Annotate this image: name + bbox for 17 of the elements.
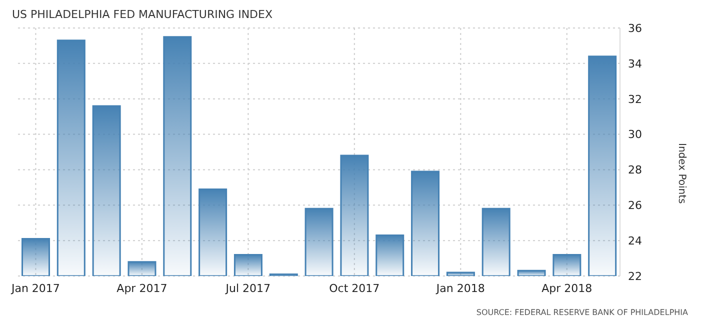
y-tick-label: 36 bbox=[628, 22, 642, 35]
y-tick-label: 24 bbox=[628, 234, 642, 248]
source-note: SOURCE: FEDERAL RESERVE BANK OF PHILADELPHIA bbox=[476, 308, 688, 317]
y-tick-label: 34 bbox=[628, 57, 642, 70]
x-tick-label: Oct 2017 bbox=[329, 282, 380, 295]
y-axis-title: Index Points bbox=[676, 143, 687, 204]
y-tick-label: 22 bbox=[628, 270, 642, 283]
x-tick-label: Jan 2017 bbox=[10, 282, 60, 295]
x-tick-label: Apr 2017 bbox=[116, 282, 168, 295]
y-tick-label: 30 bbox=[628, 128, 642, 142]
x-tick-label: Jan 2018 bbox=[435, 282, 485, 295]
x-tick-label: Apr 2018 bbox=[542, 282, 592, 295]
y-tick-label: 26 bbox=[628, 199, 642, 212]
chart-title: US PHILADELPHIA FED MANUFACTURING INDEX bbox=[12, 8, 273, 21]
x-tick-label: Jul 2017 bbox=[224, 282, 271, 295]
y-tick-label: 32 bbox=[628, 92, 642, 106]
y-tick-label: 28 bbox=[628, 164, 642, 177]
